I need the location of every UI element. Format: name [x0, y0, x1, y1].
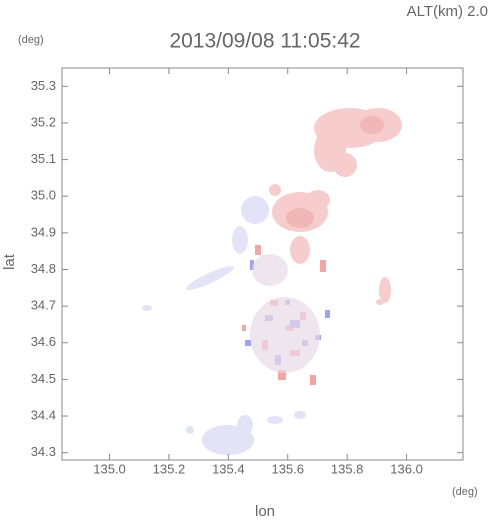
y-tick-label: 34.7 [31, 298, 56, 313]
y-tick-label: 35.0 [31, 188, 56, 203]
y-tick-label: 35.1 [31, 151, 56, 166]
y-unit: (deg) [18, 34, 44, 46]
chart-title: 2013/09/08 11:05:42 [169, 30, 360, 53]
y-tick-label: 35.2 [31, 114, 56, 129]
x-tick-label: 135.2 [153, 461, 186, 476]
pink-cloud [269, 108, 402, 305]
y-tick-label: 34.3 [31, 444, 56, 459]
mixed-cloud [250, 254, 320, 373]
x-tick-label: 135.4 [212, 461, 245, 476]
plot-frame [61, 67, 464, 461]
y-tick-label: 34.5 [31, 371, 56, 386]
y-tick-label: 34.9 [31, 224, 56, 239]
y-axis-label: lat [1, 253, 18, 270]
blue-cloud [142, 196, 306, 455]
x-tick-label: 135.0 [93, 461, 126, 476]
altitude-label: ALT(km) 2.0 [407, 3, 488, 20]
y-tick-label: 34.4 [31, 407, 56, 422]
pink-core [286, 116, 384, 228]
x-tick-label: 135.8 [331, 461, 364, 476]
x-tick-label: 136.0 [390, 461, 423, 476]
x-unit: (deg) [452, 486, 478, 498]
y-tick-label: 34.8 [31, 261, 56, 276]
y-tick-label: 35.3 [31, 78, 56, 93]
y-tick-label: 34.6 [31, 334, 56, 349]
x-axis-label: lon [255, 503, 275, 520]
x-tick-label: 135.6 [271, 461, 304, 476]
echo-field [142, 108, 402, 455]
